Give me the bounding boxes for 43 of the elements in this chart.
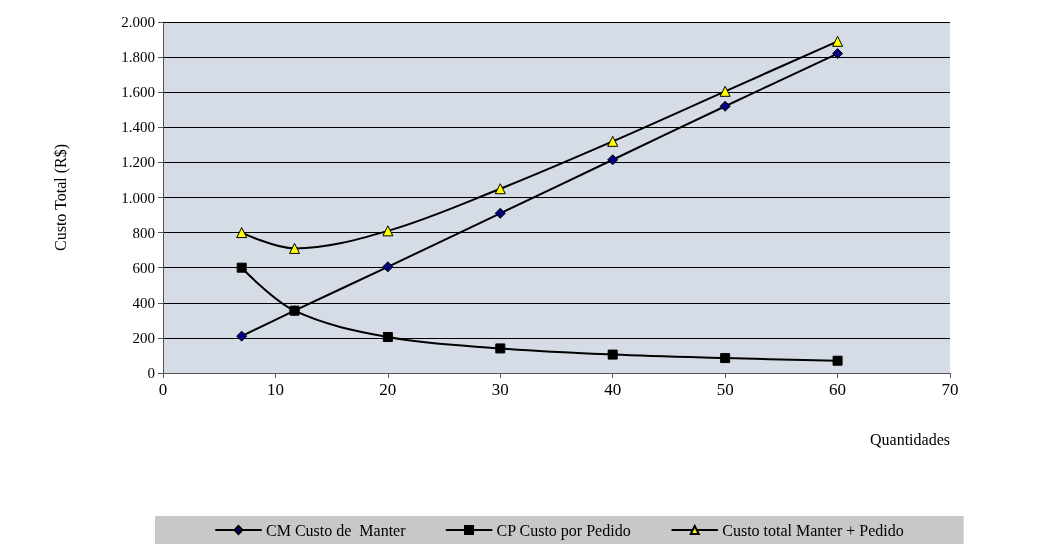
point <box>382 225 394 237</box>
legend-label: Custo total Manter + Pedido <box>722 521 904 539</box>
x-tick-label: 0 <box>158 380 168 399</box>
point <box>289 242 301 254</box>
y-tick-label: 1.200 <box>121 154 155 171</box>
point <box>607 135 619 147</box>
point <box>494 207 506 219</box>
x-tick-label: 50 <box>716 380 734 399</box>
legend-label: CP Custo por Pedido <box>496 521 631 540</box>
y-tick-label: 1.800 <box>121 49 155 66</box>
legend-label: CM Custo de Manter <box>266 521 407 539</box>
y-tick-label: 0 <box>147 365 155 381</box>
point <box>607 154 619 166</box>
point <box>382 332 393 343</box>
point <box>236 262 247 273</box>
point <box>832 48 844 60</box>
point <box>236 227 248 239</box>
point <box>607 349 618 360</box>
y-tick-label: 1.000 <box>121 189 155 206</box>
point <box>494 183 506 195</box>
y-tick-label: 2.000 <box>121 14 155 30</box>
point <box>720 353 731 364</box>
x-tick-label: 60 <box>829 380 847 399</box>
point <box>832 35 844 47</box>
y-tick-label: 1.400 <box>121 119 155 136</box>
x-axis-title: Quantidades <box>870 430 950 448</box>
y-tick-label: 400 <box>132 294 155 311</box>
y-tick-label: 800 <box>132 224 155 241</box>
y-axis-title: Custo Total (R$) <box>51 143 70 252</box>
x-tick-label: 10 <box>266 380 284 399</box>
point <box>719 85 731 97</box>
point <box>382 261 394 273</box>
point <box>832 355 843 366</box>
point <box>719 100 731 112</box>
y-tick-label: 200 <box>132 329 155 346</box>
x-tick-label: 30 <box>491 380 509 399</box>
point <box>495 343 506 354</box>
x-tick-label: 20 <box>379 380 397 399</box>
x-tick-label: 70 <box>941 380 959 399</box>
y-tick-label: 600 <box>132 259 155 276</box>
y-tick-label: 1.600 <box>121 84 155 101</box>
point <box>236 330 248 342</box>
x-tick-label: 40 <box>604 380 622 399</box>
